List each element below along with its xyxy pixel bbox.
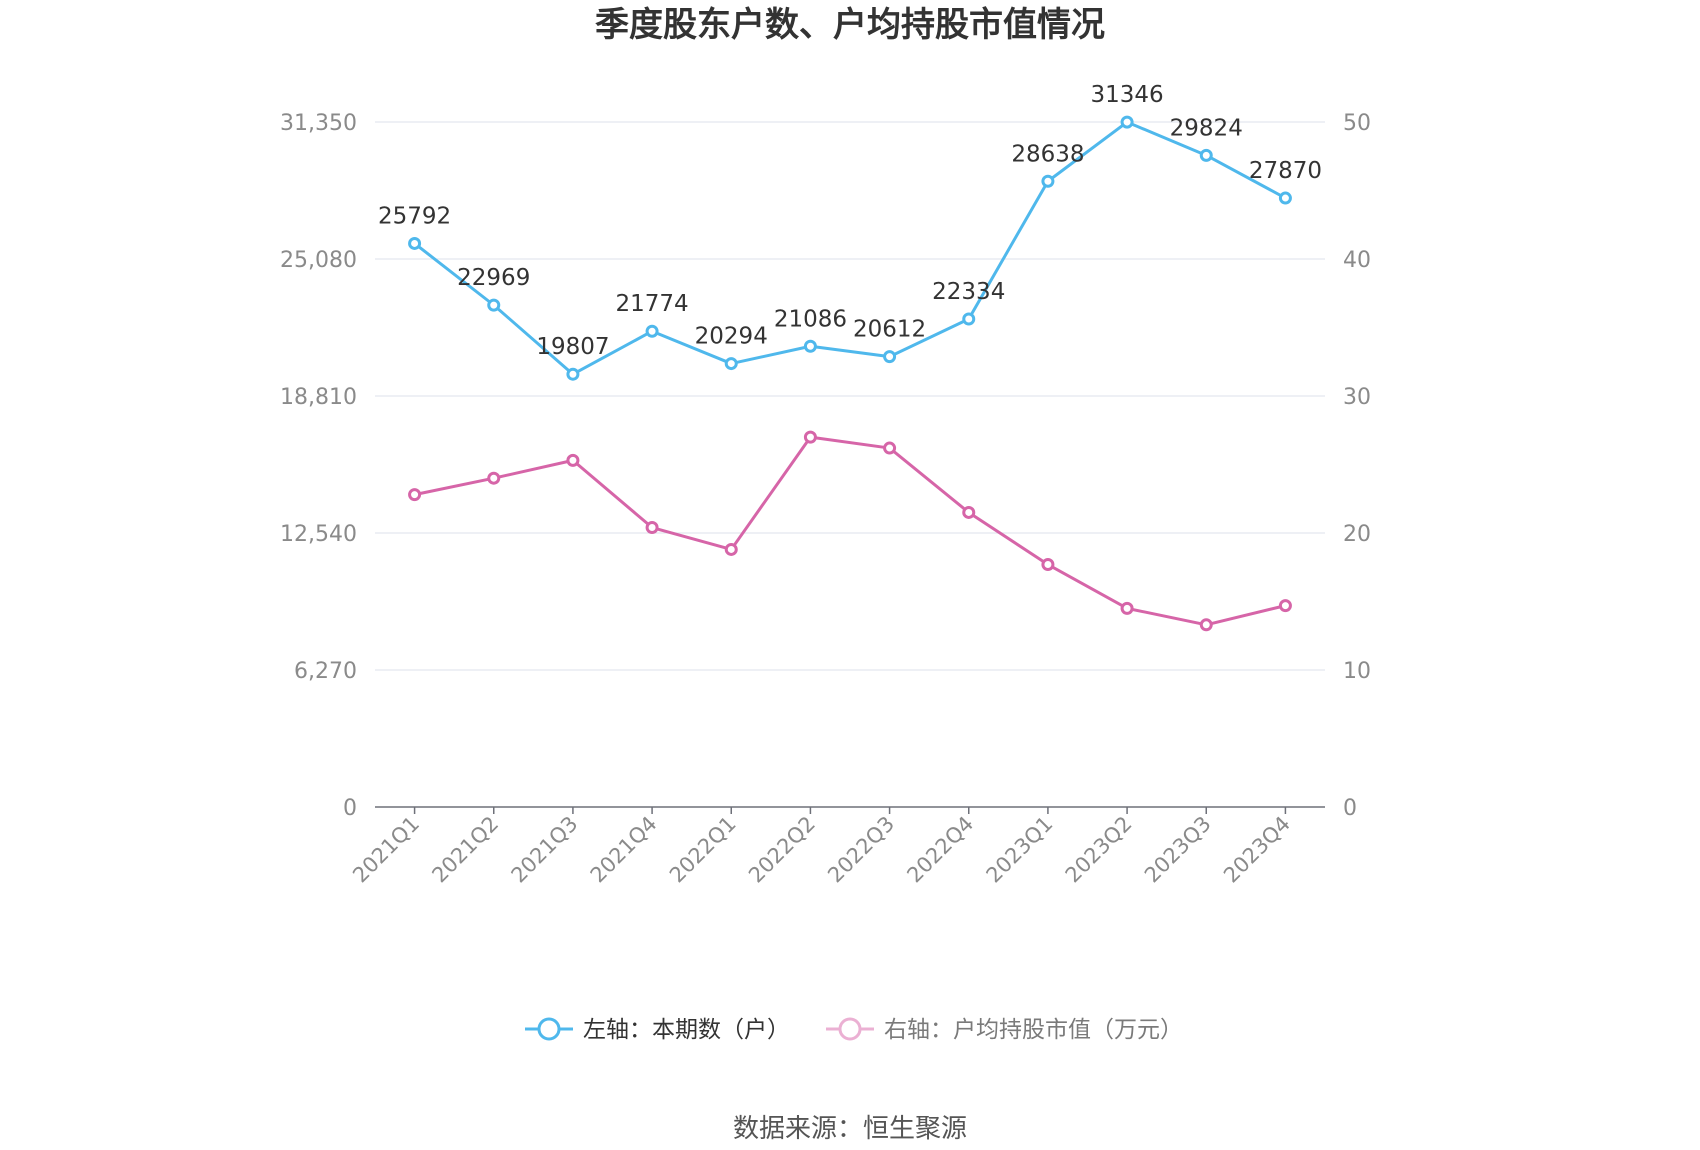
series-0-point[interactable]	[724, 357, 738, 371]
right-tick-label: 50	[1343, 111, 1371, 136]
right-tick-label: 0	[1343, 796, 1357, 821]
x-tick-label: 2021Q2	[427, 812, 503, 888]
series-0-point[interactable]	[883, 350, 897, 364]
series-0-data-label: 20612	[853, 317, 926, 343]
series-0-point[interactable]	[487, 298, 501, 312]
series-1-point[interactable]	[566, 453, 580, 467]
x-tick-label: 2023Q4	[1219, 812, 1295, 888]
x-tick-label: 2023Q3	[1140, 812, 1216, 888]
legend: 左轴：本期数（户） 右轴：户均持股市值（万元）	[525, 1017, 1183, 1043]
legend-label-avg-value: 右轴：户均持股市值（万元）	[884, 1017, 1183, 1043]
legend-item-avg-value[interactable]: 右轴：户均持股市值（万元）	[826, 1017, 1183, 1043]
legend-label-households: 左轴：本期数（户）	[583, 1017, 790, 1043]
series-1-point[interactable]	[883, 441, 897, 455]
series-0-point[interactable]	[1278, 191, 1292, 205]
left-tick-label: 25,080	[280, 248, 357, 273]
series-0-point[interactable]	[566, 367, 580, 381]
x-tick-label: 2023Q2	[1061, 812, 1137, 888]
series-0-point[interactable]	[1041, 174, 1055, 188]
series-1-point[interactable]	[645, 521, 659, 535]
series-0-data-label: 27870	[1249, 158, 1322, 184]
right-tick-label: 40	[1343, 248, 1371, 273]
series-line-1	[414, 435, 1286, 627]
series-0-point[interactable]	[803, 339, 817, 353]
left-tick-label: 31,350	[280, 111, 357, 136]
series-line-0	[413, 120, 1287, 376]
series-0-point[interactable]	[408, 236, 422, 250]
series-0-data-label: 29824	[1170, 115, 1243, 141]
series-0-data-label: 20294	[695, 324, 768, 350]
series-0-data-label: 31346	[1090, 82, 1163, 108]
series-0-point[interactable]	[1120, 115, 1134, 129]
series-1-point[interactable]	[1278, 599, 1292, 613]
series-1-point[interactable]	[1120, 601, 1134, 615]
series-1-point[interactable]	[803, 430, 817, 444]
series-0-point[interactable]	[1199, 148, 1213, 162]
series-1-point[interactable]	[487, 471, 501, 485]
x-tick-label: 2021Q4	[586, 812, 662, 888]
grid-layer	[375, 121, 1325, 671]
series-1-point[interactable]	[1041, 558, 1055, 572]
series-1-point[interactable]	[962, 505, 976, 519]
left-tick-label: 18,810	[280, 385, 357, 410]
series-0-data-label: 28638	[1011, 141, 1084, 167]
legend-marker-avg-value	[838, 1017, 862, 1041]
legend-marker-households	[537, 1017, 561, 1041]
series-0-data-label: 22334	[932, 279, 1005, 305]
left-tick-label: 12,540	[280, 522, 357, 547]
series-0-point[interactable]	[962, 312, 976, 326]
x-tick-label: 2021Q1	[348, 812, 424, 888]
series-1-point[interactable]	[724, 542, 738, 556]
x-tick-label: 2022Q4	[902, 812, 978, 888]
x-tick-label: 2023Q1	[982, 812, 1058, 888]
series-0-data-label: 25792	[378, 203, 451, 229]
left-tick-label: 0	[343, 796, 357, 821]
right-tick-label: 30	[1343, 385, 1371, 410]
left-tick-label: 6,270	[294, 659, 357, 684]
right-tick-label: 10	[1343, 659, 1371, 684]
right-tick-label: 20	[1343, 522, 1371, 547]
series-0-data-label: 21774	[615, 291, 688, 317]
x-tick-label: 2021Q3	[507, 812, 583, 888]
series-layer	[408, 115, 1292, 632]
x-tick-label: 2022Q1	[665, 812, 741, 888]
series-0-data-label: 22969	[457, 265, 530, 291]
legend-item-households[interactable]: 左轴：本期数（户）	[525, 1017, 790, 1043]
series-1-point[interactable]	[408, 488, 422, 502]
chart-title: 季度股东户数、户均持股市值情况	[595, 5, 1105, 45]
series-0-data-label: 21086	[774, 306, 847, 332]
series-1-point[interactable]	[1199, 618, 1213, 632]
data-source: 数据来源：恒生聚源	[733, 1114, 967, 1144]
x-tick-label: 2022Q2	[744, 812, 820, 888]
series-0-point[interactable]	[645, 324, 659, 338]
series-0-data-label: 19807	[536, 334, 609, 360]
x-tick-label: 2022Q3	[823, 812, 899, 888]
